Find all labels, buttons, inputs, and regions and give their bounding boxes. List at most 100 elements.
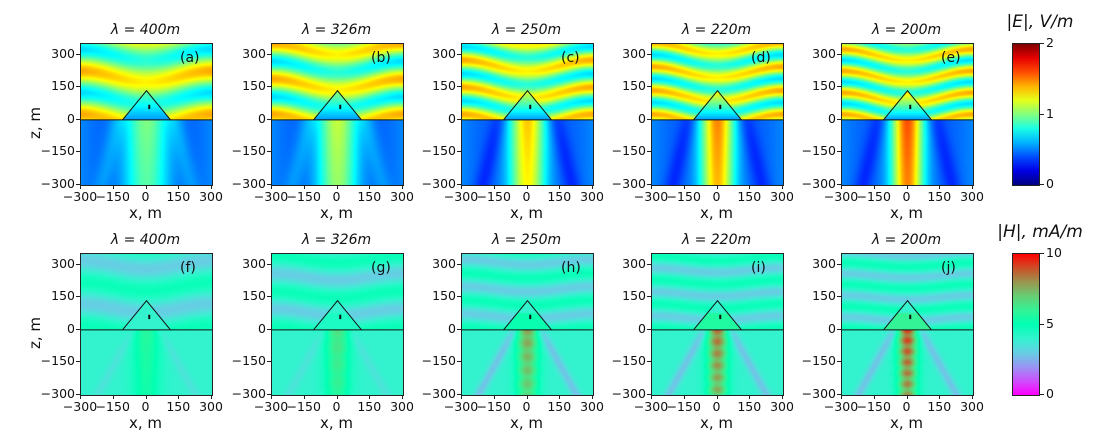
source-marker <box>529 104 532 110</box>
y-tick-mark <box>76 296 80 298</box>
x-tick-mark <box>683 185 685 189</box>
heatmap-image <box>652 44 783 185</box>
y-tick-label: 150 <box>242 288 266 304</box>
x-tick-label: −300 <box>823 399 859 414</box>
x-tick-label: −300 <box>633 189 669 204</box>
panel-title: λ = 250m <box>491 22 562 38</box>
heatmap-panel <box>271 43 404 186</box>
panel-label: (b) <box>371 50 391 66</box>
x-tick-mark <box>906 395 908 399</box>
x-tick-label: 0 <box>522 399 531 414</box>
heatmap-panel <box>841 253 974 396</box>
x-tick-mark <box>461 395 462 399</box>
colorbar-tick-label: 0 <box>1046 386 1054 401</box>
panel-label: (c) <box>561 50 580 66</box>
x-axis-label: x, m <box>128 204 163 222</box>
y-tick-mark <box>457 53 461 55</box>
colorbar-tick-mark <box>1040 253 1044 254</box>
x-axis-label: x, m <box>509 414 544 432</box>
y-tick-label: −150 <box>611 143 646 159</box>
x-axis-label: x, m <box>319 204 354 222</box>
source-marker <box>339 104 342 110</box>
x-tick-mark <box>80 185 81 189</box>
colorbar-tick-label: 2 <box>1046 35 1054 50</box>
y-tick-mark <box>267 118 271 120</box>
y-tick-mark <box>837 118 841 120</box>
panel-label: (e) <box>941 50 961 66</box>
x-tick-label: 150 <box>357 399 382 414</box>
heatmap-image <box>81 44 212 185</box>
mountain-outline <box>693 89 742 121</box>
x-tick-mark <box>178 395 180 399</box>
y-tick-mark <box>837 263 841 265</box>
x-tick-label: 0 <box>522 189 531 204</box>
x-tick-mark <box>651 185 652 189</box>
y-tick-label: 0 <box>448 110 456 126</box>
x-tick-label: −150 <box>856 399 891 414</box>
y-tick-mark <box>457 184 461 185</box>
panel-title: λ = 250m <box>491 232 562 248</box>
mountain-outline <box>503 89 552 121</box>
x-tick-mark <box>369 185 371 189</box>
y-tick-mark <box>647 361 651 363</box>
x-tick-mark <box>493 185 495 189</box>
x-tick-label: −150 <box>286 189 321 204</box>
y-axis-label: z, m <box>26 106 44 139</box>
x-tick-label: 0 <box>902 189 911 204</box>
x-tick-label: 0 <box>712 399 721 414</box>
y-tick-label: 300 <box>51 45 75 61</box>
y-tick-label: 0 <box>828 320 836 336</box>
x-tick-mark <box>841 185 842 189</box>
y-tick-label: 150 <box>622 78 646 94</box>
y-tick-mark <box>76 118 80 120</box>
x-tick-label: −300 <box>62 399 98 414</box>
x-tick-label: 150 <box>737 399 762 414</box>
x-tick-mark <box>559 185 561 189</box>
y-tick-mark <box>457 328 461 330</box>
y-tick-label: 300 <box>812 45 836 61</box>
x-tick-mark <box>749 185 751 189</box>
y-tick-mark <box>837 361 841 363</box>
x-tick-mark <box>592 395 593 399</box>
x-tick-label: 150 <box>927 399 952 414</box>
panel-title: λ = 326m <box>301 232 372 248</box>
colorbar-title: |E|, V/m <box>1006 12 1074 32</box>
y-tick-label: −150 <box>611 353 646 369</box>
heatmap-panel <box>841 43 974 186</box>
x-tick-mark <box>873 185 875 189</box>
mountain-outline <box>883 299 932 331</box>
x-tick-label: −150 <box>666 399 701 414</box>
mountain-outline <box>503 299 552 331</box>
x-tick-mark <box>972 185 973 189</box>
y-tick-label: −150 <box>231 143 266 159</box>
y-tick-label: −150 <box>40 143 75 159</box>
source-marker <box>148 104 151 110</box>
source-marker <box>719 104 722 110</box>
overlay <box>462 299 593 331</box>
x-tick-label: −300 <box>62 189 98 204</box>
panel-label: (a) <box>180 50 200 66</box>
panel-title: λ = 400m <box>110 22 181 38</box>
y-tick-label: 300 <box>622 45 646 61</box>
x-tick-mark <box>211 395 212 399</box>
x-tick-mark <box>303 395 305 399</box>
x-tick-label: 0 <box>141 399 150 414</box>
x-tick-mark <box>369 395 371 399</box>
x-axis-label: x, m <box>699 204 734 222</box>
x-tick-mark <box>80 395 81 399</box>
y-tick-mark <box>647 394 651 395</box>
x-tick-mark <box>271 185 272 189</box>
y-tick-mark <box>837 86 841 88</box>
heatmap-image <box>272 254 403 395</box>
overlay <box>81 299 212 331</box>
colorbar-tick-mark <box>1040 184 1044 185</box>
panel-label: (d) <box>751 50 771 66</box>
panel-label: (f) <box>180 260 196 276</box>
y-tick-label: 300 <box>432 45 456 61</box>
colorbar-tick-label: 5 <box>1046 315 1054 331</box>
x-tick-label: 300 <box>960 189 984 204</box>
mountain-outline <box>313 89 362 121</box>
x-axis-label: x, m <box>699 414 734 432</box>
heatmap-image <box>842 44 973 185</box>
y-tick-label: −300 <box>40 386 75 401</box>
